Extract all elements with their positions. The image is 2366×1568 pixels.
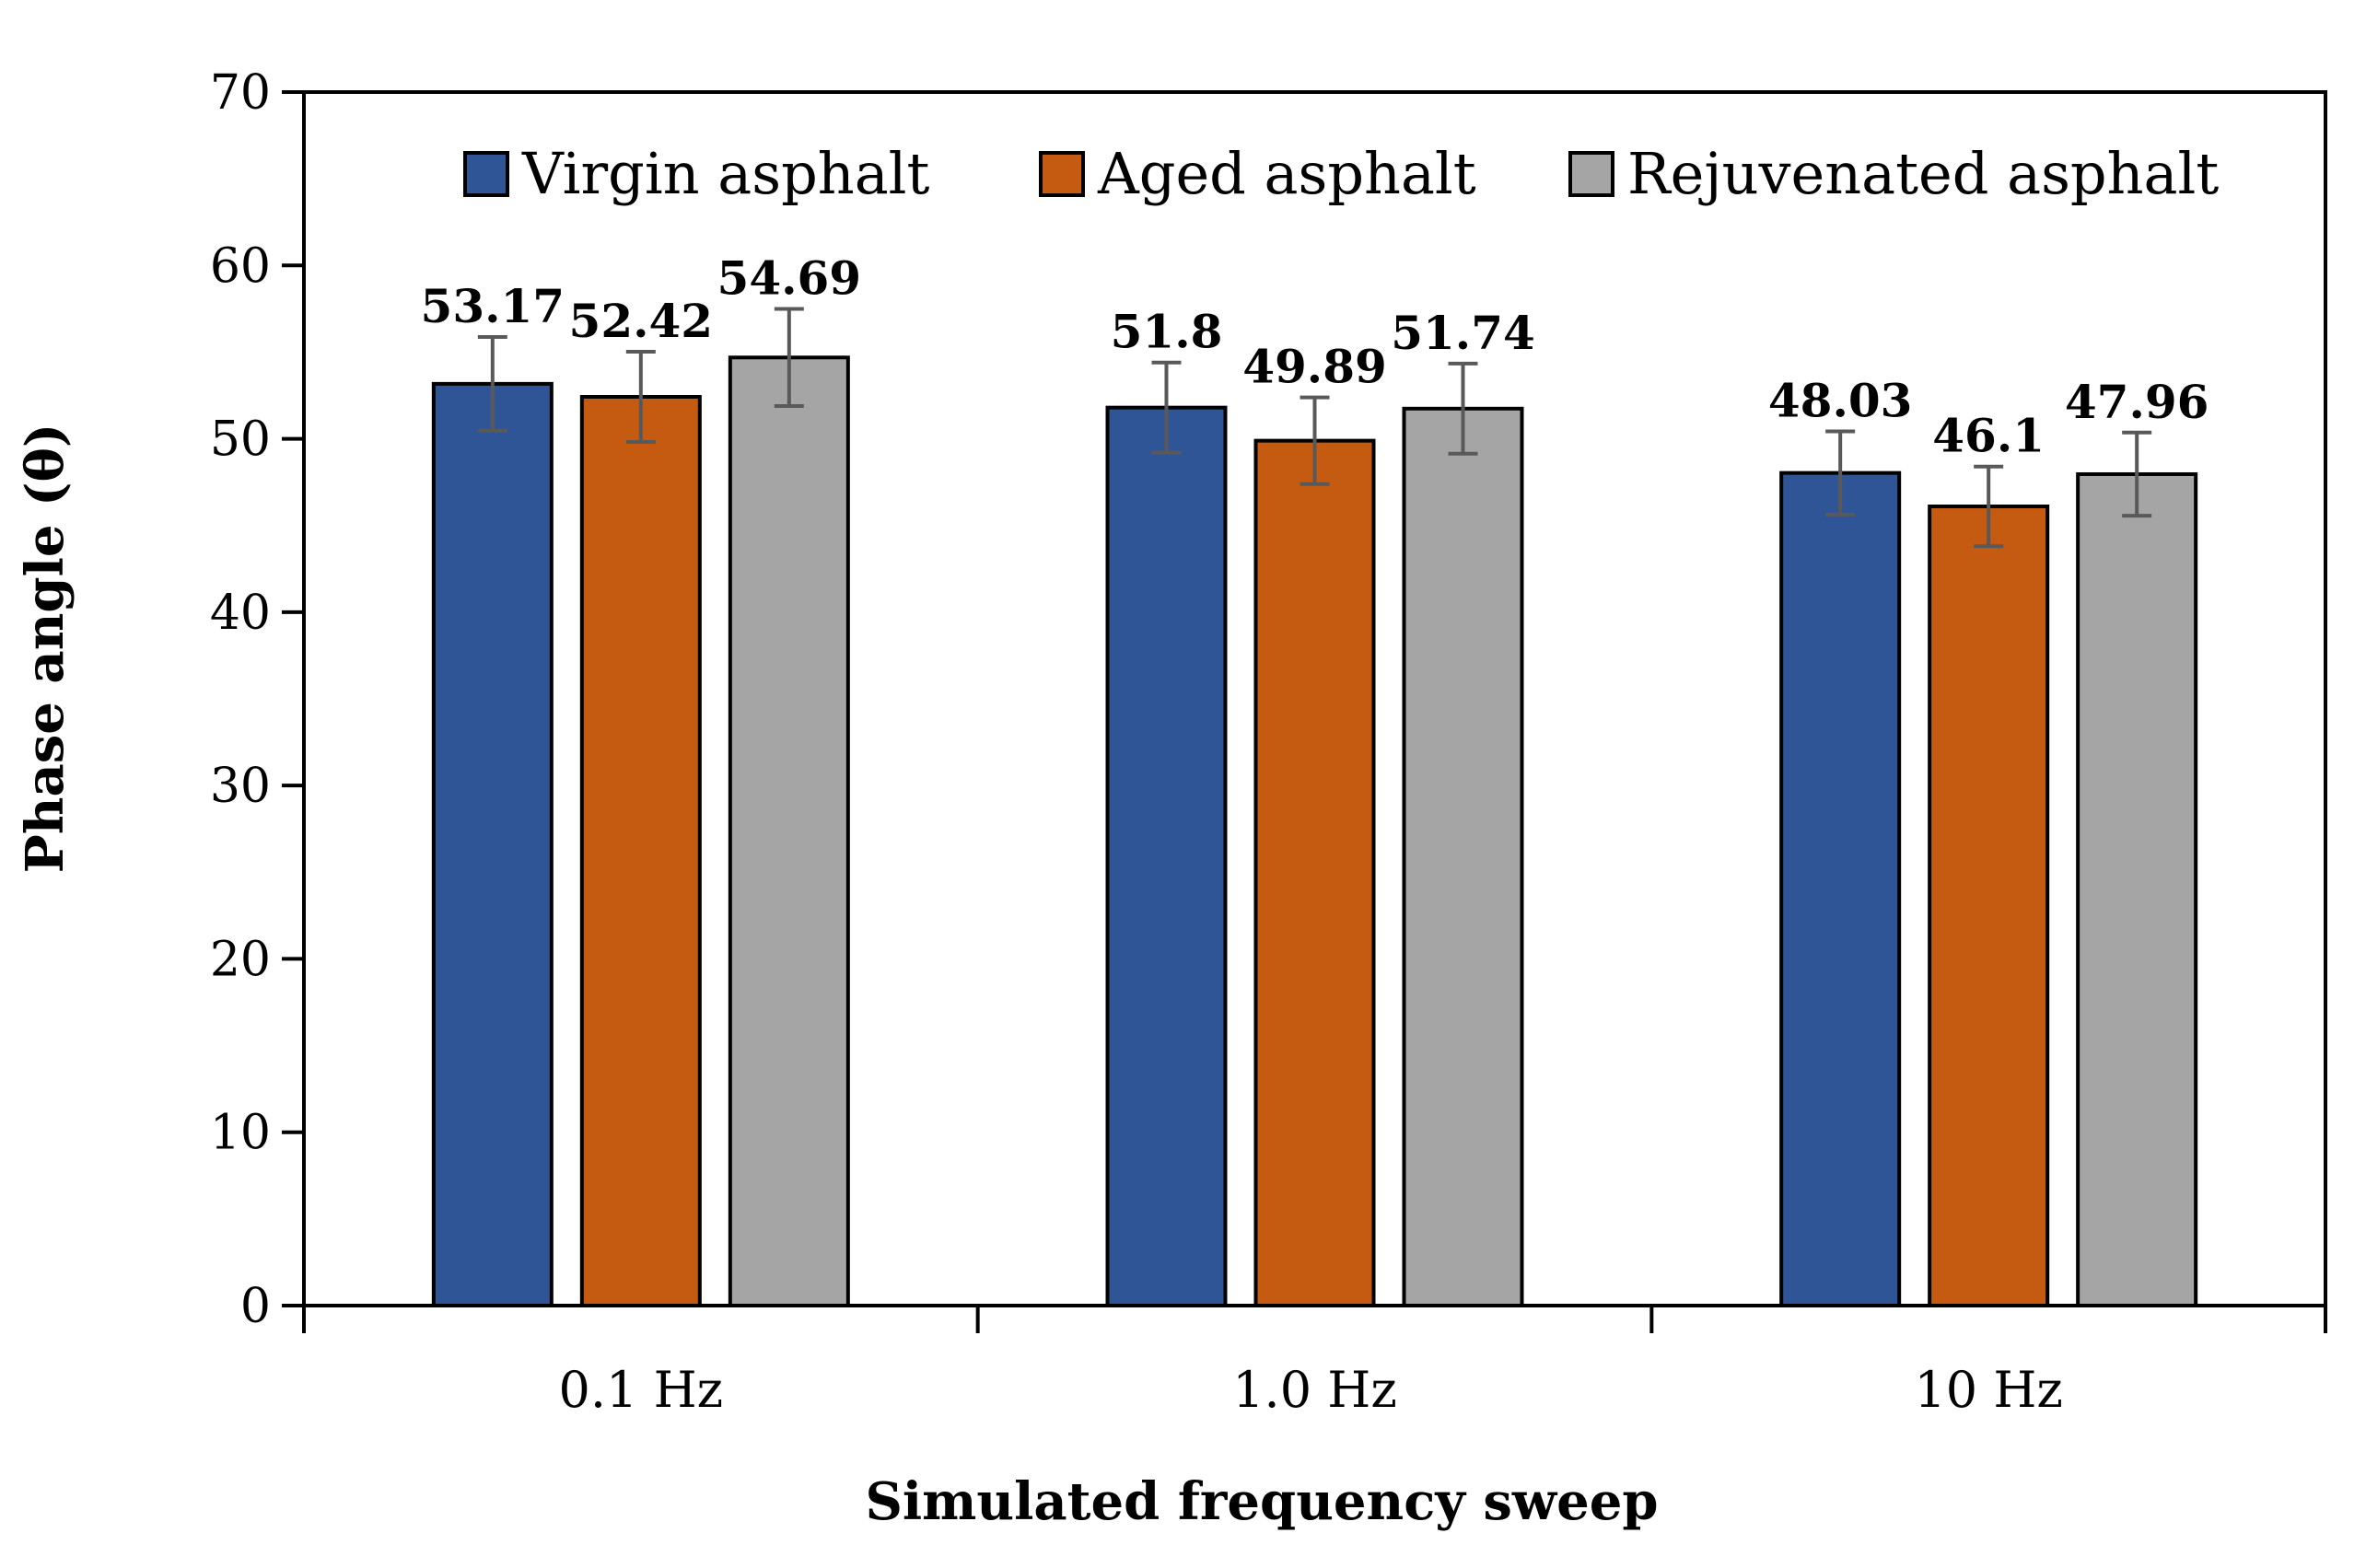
bars-group xyxy=(431,355,2198,1308)
legend-label: Aged asphalt xyxy=(1097,140,1476,207)
legend-swatch xyxy=(1568,151,1614,197)
y-axis-title: Phase angle (θ) xyxy=(15,424,76,874)
y-tick-label: 40 xyxy=(210,586,271,641)
y-tick-label: 10 xyxy=(210,1106,271,1161)
bar-rejuvenated-asphalt-2 xyxy=(2076,471,2198,1307)
y-tick-label: 70 xyxy=(210,65,271,121)
data-label: 48.03 xyxy=(1768,373,1913,427)
data-label: 53.17 xyxy=(421,279,565,333)
y-tick-label: 30 xyxy=(210,759,271,814)
bar-aged-asphalt-2 xyxy=(1928,505,2050,1307)
data-label: 46.1 xyxy=(1932,409,2045,463)
y-tick-label: 20 xyxy=(210,932,271,987)
legend: Virgin asphalt Aged asphalt Rejuvenated as… xyxy=(463,140,2219,207)
axes-group: 0 10 20 30 40 50 60 70 0.1 Hz 1.0 Hz 10 Hz xyxy=(210,65,2327,1419)
bar-virgin-asphalt-1 xyxy=(1105,405,1228,1307)
data-label: 51.8 xyxy=(1111,305,1223,359)
bar-aged-asphalt-0 xyxy=(579,395,702,1307)
legend-swatch xyxy=(463,151,509,197)
data-labels-group: 53.17 51.8 48.03 52.42 49.89 46.1 54.69 51.74 47… xyxy=(421,251,2209,463)
bar-virgin-asphalt-0 xyxy=(431,381,554,1307)
error-bars-group xyxy=(477,307,2152,549)
data-label: 52.42 xyxy=(569,294,714,348)
x-tick-label: 0.1 Hz xyxy=(559,1361,724,1419)
data-label: 47.96 xyxy=(2065,375,2209,429)
x-axis-title: Simulated frequency sweep xyxy=(865,1471,1658,1532)
bar-virgin-asphalt-2 xyxy=(1779,470,1902,1307)
legend-label: Rejuvenated asphalt xyxy=(1627,140,2219,207)
data-label: 51.74 xyxy=(1391,306,1535,360)
y-tick-label: 60 xyxy=(210,238,271,294)
bar-rejuvenated-asphalt-0 xyxy=(728,355,850,1308)
legend-swatch xyxy=(1039,151,1085,197)
y-tick-label: 50 xyxy=(210,412,271,468)
data-label: 49.89 xyxy=(1242,340,1387,394)
x-tick-label: 10 Hz xyxy=(1914,1361,2062,1419)
bar-rejuvenated-asphalt-1 xyxy=(1402,406,1524,1308)
data-label: 54.69 xyxy=(717,251,862,306)
legend-label: Virgin asphalt xyxy=(521,140,930,207)
y-tick-label: 0 xyxy=(240,1279,271,1334)
bar-aged-asphalt-1 xyxy=(1253,438,1376,1307)
x-tick-label: 1.0 Hz xyxy=(1232,1361,1397,1419)
